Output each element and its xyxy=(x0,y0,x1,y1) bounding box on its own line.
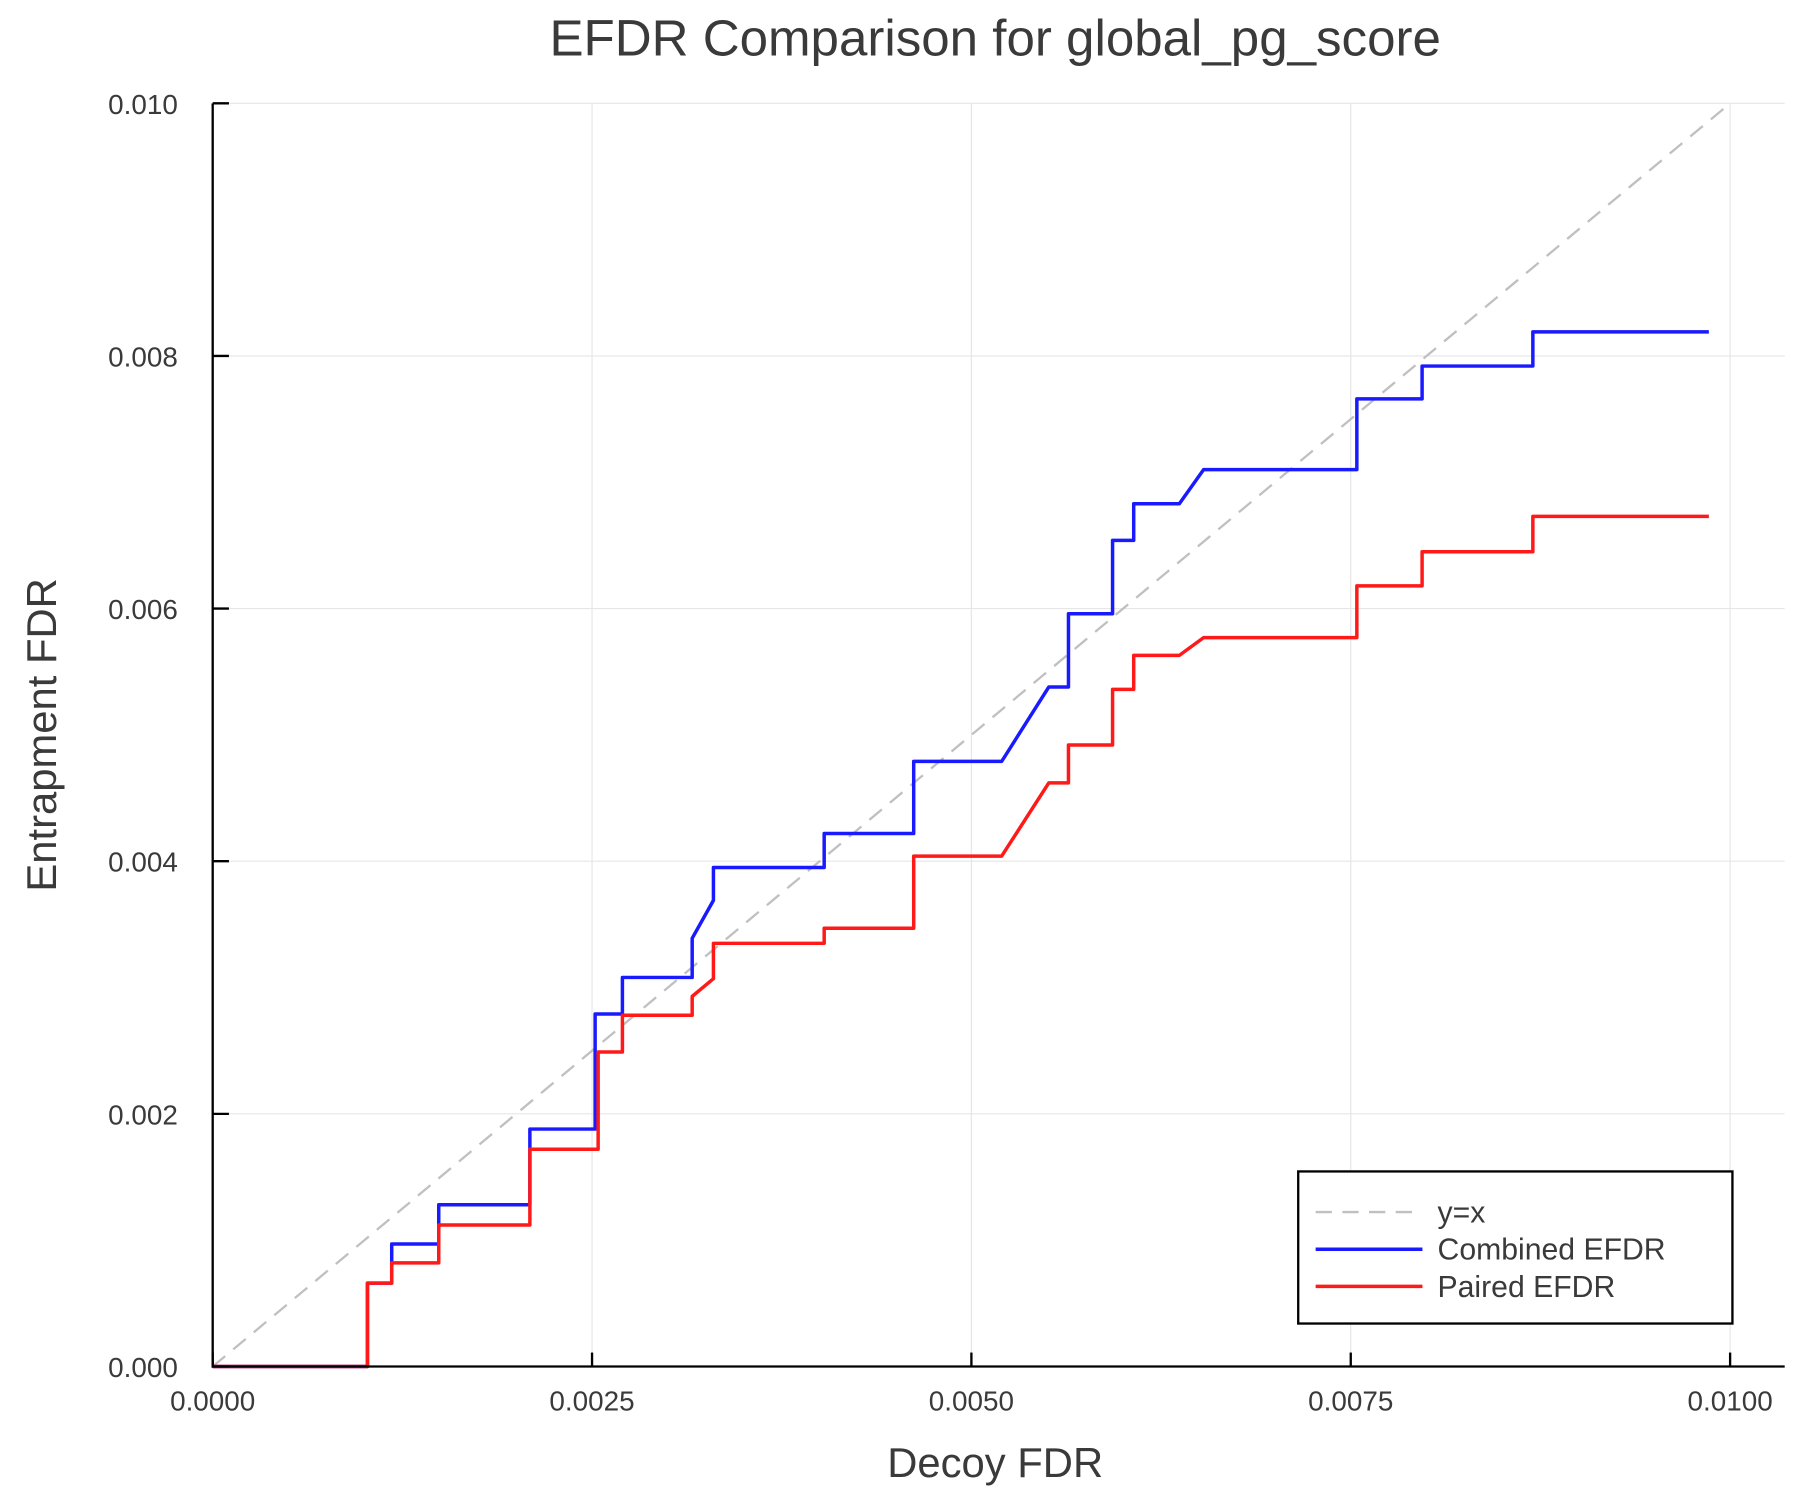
y-tick-label: 0.010 xyxy=(108,89,178,120)
x-tick-label: 0.0050 xyxy=(929,1386,1014,1417)
legend-label: Paired EFDR xyxy=(1438,1271,1616,1304)
series-combined-efdr-line xyxy=(212,330,1709,1369)
x-tick-label: 0.0100 xyxy=(1687,1386,1772,1417)
series-lines xyxy=(211,102,1731,1369)
x-tick-label: 0.0000 xyxy=(170,1386,255,1417)
x-tick-label: 0.0025 xyxy=(549,1386,634,1417)
y-tick-label: 0.006 xyxy=(108,594,178,625)
legend: y=x Combined EFDR Paired EFDR xyxy=(1297,1170,1734,1325)
y-axis-label: Entrapment FDR xyxy=(18,578,65,891)
y-tick-label: 0.008 xyxy=(108,341,178,372)
ticks: 0.0000 0.0025 0.0050 0.0075 0.0100 0.000 0.002… xyxy=(108,89,1773,1417)
axes xyxy=(211,103,1785,1368)
legend-label: Combined EFDR xyxy=(1438,1234,1666,1267)
chart-title: EFDR Comparison for global_pg_score xyxy=(549,10,1440,67)
y-tick-label: 0.000 xyxy=(108,1352,178,1383)
legend-label: y=x xyxy=(1438,1197,1486,1230)
y-tick-label: 0.004 xyxy=(108,847,178,878)
x-tick-label: 0.0075 xyxy=(1308,1386,1393,1417)
series-paired-efdr-line xyxy=(212,514,1709,1369)
series-y-x-line xyxy=(211,102,1731,1368)
x-axis-label: Decoy FDR xyxy=(887,1439,1103,1486)
y-tick-label: 0.002 xyxy=(108,1099,178,1130)
